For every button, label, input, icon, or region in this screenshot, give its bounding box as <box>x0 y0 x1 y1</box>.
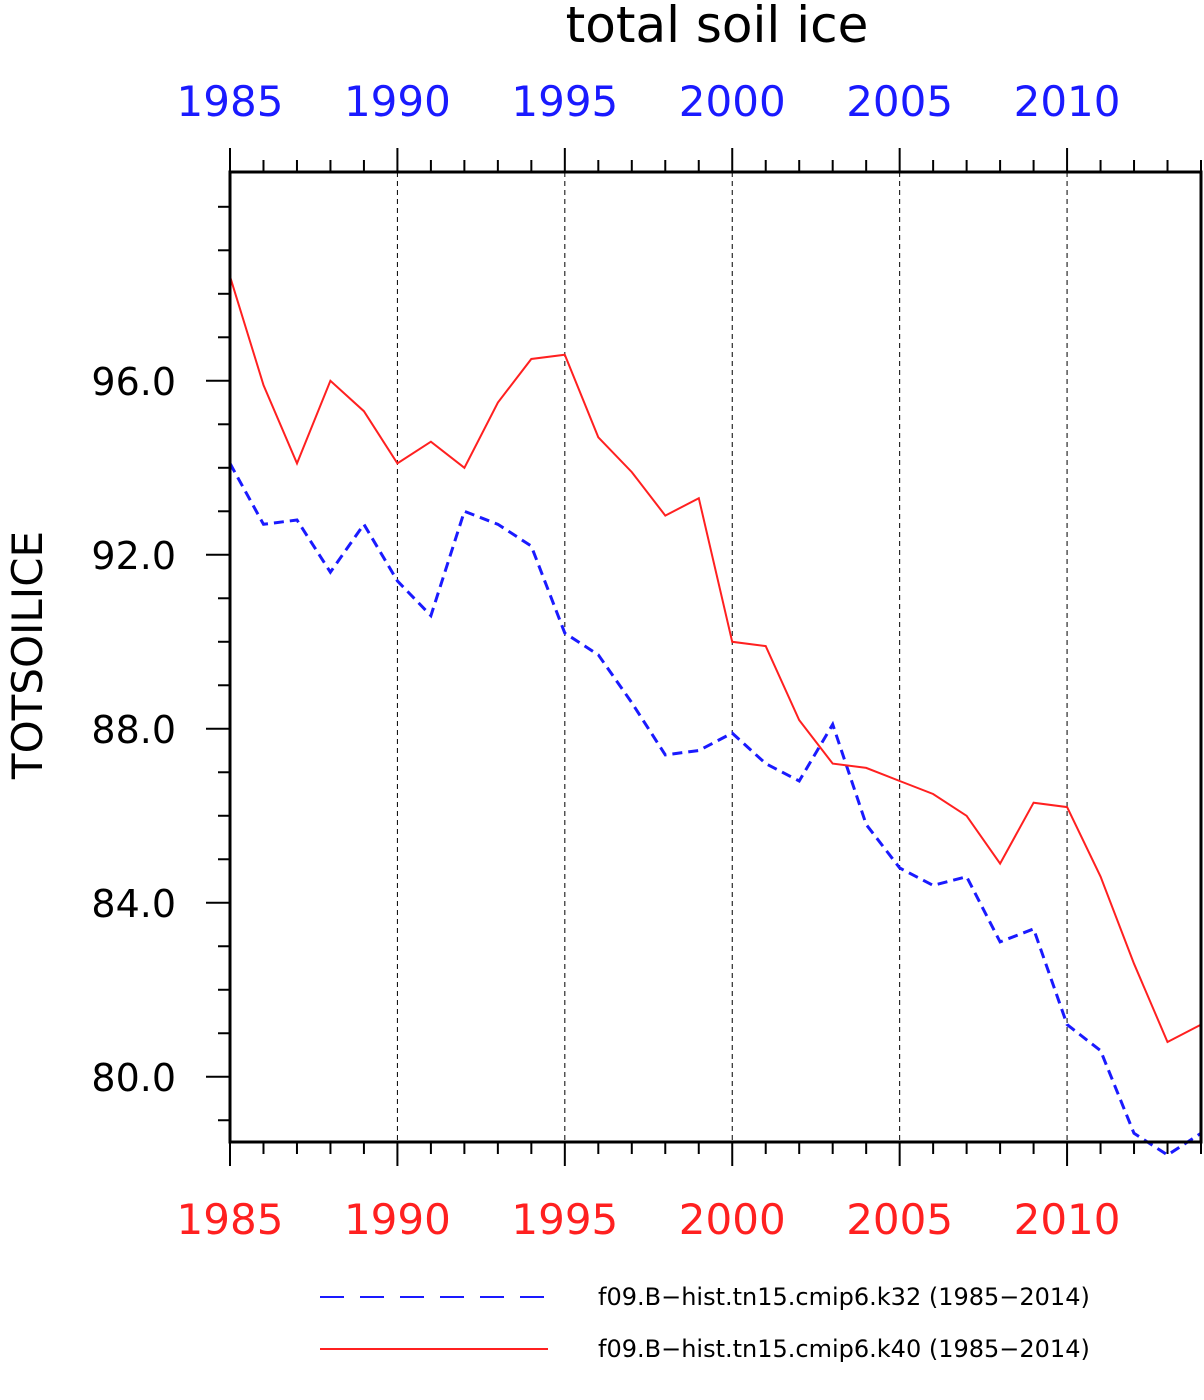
y-tick-label: 80.0 <box>91 1056 176 1100</box>
y-tick-label: 88.0 <box>91 708 176 752</box>
series-line-1 <box>228 462 1202 1157</box>
x-tick-label-bottom: 1985 <box>177 1195 284 1244</box>
legend-label-2: f09.B−hist.tn15.cmip6.k40 (1985−2014) <box>598 1335 1090 1363</box>
legend-label-1: f09.B−hist.tn15.cmip6.k32 (1985−2014) <box>598 1283 1090 1311</box>
grid-lines <box>396 172 1068 1142</box>
x-tick-label-top: 1985 <box>177 77 284 126</box>
axis-ticks <box>206 148 1202 1166</box>
x-tick-label-top: 2000 <box>679 77 786 126</box>
x-tick-label-bottom: 1990 <box>344 1195 451 1244</box>
tick-labels: 1985 1985 1990 1990 1995 1995 2000 2000 2005 2005… <box>91 77 1120 1244</box>
legend: f09.B−hist.tn15.cmip6.k32 (1985−2014) f09… <box>320 1283 1090 1363</box>
x-tick-label-top: 1995 <box>511 77 618 126</box>
x-tick-label-bottom: 2010 <box>1014 1195 1121 1244</box>
x-tick-label-top: 2005 <box>846 77 953 126</box>
x-tick-label-top: 1990 <box>344 77 451 126</box>
x-tick-label-top: 2010 <box>1014 77 1121 126</box>
y-tick-label: 84.0 <box>91 882 176 926</box>
y-axis-label: TOTSOILICE <box>3 531 52 780</box>
x-tick-label-bottom: 2000 <box>679 1195 786 1244</box>
x-tick-label-bottom: 2005 <box>846 1195 953 1244</box>
plot-frame <box>228 170 1203 1144</box>
series-line-2 <box>229 276 1202 1044</box>
y-tick-label: 92.0 <box>91 534 176 578</box>
chart-title: total soil ice <box>566 0 869 54</box>
y-tick-label: 96.0 <box>91 360 176 404</box>
x-tick-label-bottom: 1995 <box>511 1195 618 1244</box>
series-lines <box>228 276 1202 1157</box>
